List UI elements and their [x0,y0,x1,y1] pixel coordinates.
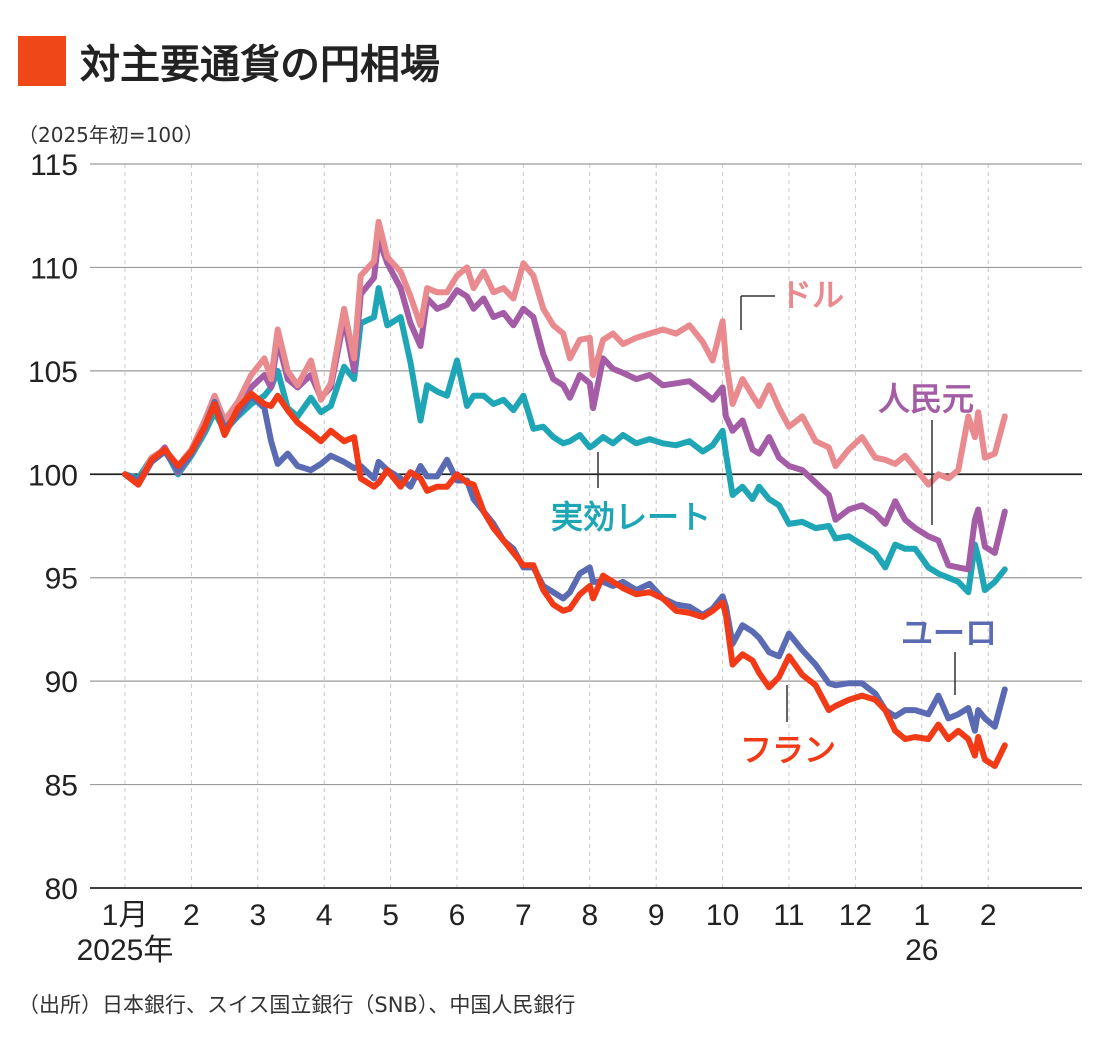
x-tick-label-7: 8 [581,899,598,932]
title-marker [18,36,66,86]
series-annotations: ドル 人民元 実効レート ユーロ フラン [551,276,997,769]
series-lines [122,218,1008,769]
chart-title: 対主要通貨の円相場 [80,42,440,88]
x-tick-label-13: 2 [980,899,997,932]
grid [90,163,1082,889]
source-note: （出所）日本銀行、スイス国立銀行（SNB）、中国人民銀行 [18,993,575,1017]
series-line-ドル [122,218,1008,488]
x-tick-label-1: 2 [183,899,200,932]
x-tick-sublabel-12: 26 [905,934,938,967]
y-tick-label-110: 110 [30,252,78,285]
unit-note: （2025年初=100） [18,123,204,147]
series-line-人民元 [122,235,1008,573]
x-tick-label-6: 7 [515,899,532,932]
x-tick-label-2: 3 [249,899,266,932]
y-tick-label-100: 100 [28,459,78,492]
y-tick-label-90: 90 [45,666,78,699]
label-effective: 実効レート [551,498,711,536]
label-dollar: ドル [780,276,844,314]
x-tick-label-3: 4 [316,899,333,932]
x-tick-label-12: 1 [913,899,930,932]
x-tick-label-8: 9 [648,899,665,932]
series-line-フラン [122,390,1008,769]
label-euro: ユーロ [901,614,997,652]
x-tick-label-9: 10 [706,899,739,932]
y-tick-label-80: 80 [45,873,78,906]
x-tick-label-4: 5 [382,899,399,932]
x-tick-label-10: 11 [773,899,804,932]
label-yuan: 人民元 [878,380,974,418]
x-tick-label-11: 12 [839,899,872,932]
y-tick-label-105: 105 [28,356,78,389]
x-tick-sublabel-0: 2025年 [77,934,174,967]
series-line-ユーロ [122,392,1008,734]
y-axis: 80 85 90 95 100 105 110 115 [28,149,78,906]
label-franc: フラン [740,731,836,769]
y-tick-label-85: 85 [45,770,78,803]
x-tick-label-5: 6 [449,899,466,932]
y-tick-label-95: 95 [45,563,78,596]
y-tick-label-115: 115 [30,149,78,182]
x-tick-label-0: 1月 [102,899,149,932]
